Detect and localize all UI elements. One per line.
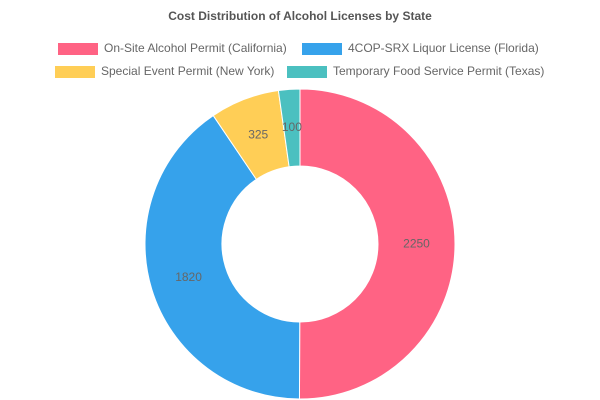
slice xyxy=(298,88,456,400)
legend-swatch[interactable] xyxy=(55,66,95,78)
legend-label[interactable]: 4COP-SRX Liquor License (Florida) xyxy=(348,41,539,55)
data-label: 325 xyxy=(248,127,268,141)
legend-swatch[interactable] xyxy=(58,43,98,55)
data-label: 1820 xyxy=(175,270,202,284)
data-label: 2250 xyxy=(403,236,430,250)
slice xyxy=(277,88,301,168)
legend-label[interactable]: On-Site Alcohol Permit (California) xyxy=(104,41,287,55)
legend-label[interactable]: Special Event Permit (New York) xyxy=(101,64,274,78)
slice xyxy=(144,114,301,400)
data-label: 100 xyxy=(282,120,302,134)
legend-label[interactable]: Temporary Food Service Permit (Texas) xyxy=(333,64,544,78)
chart-title: Cost Distribution of Alcohol Licenses by… xyxy=(168,9,432,23)
legend-swatch[interactable] xyxy=(287,66,327,78)
legend-swatch[interactable] xyxy=(302,43,342,55)
